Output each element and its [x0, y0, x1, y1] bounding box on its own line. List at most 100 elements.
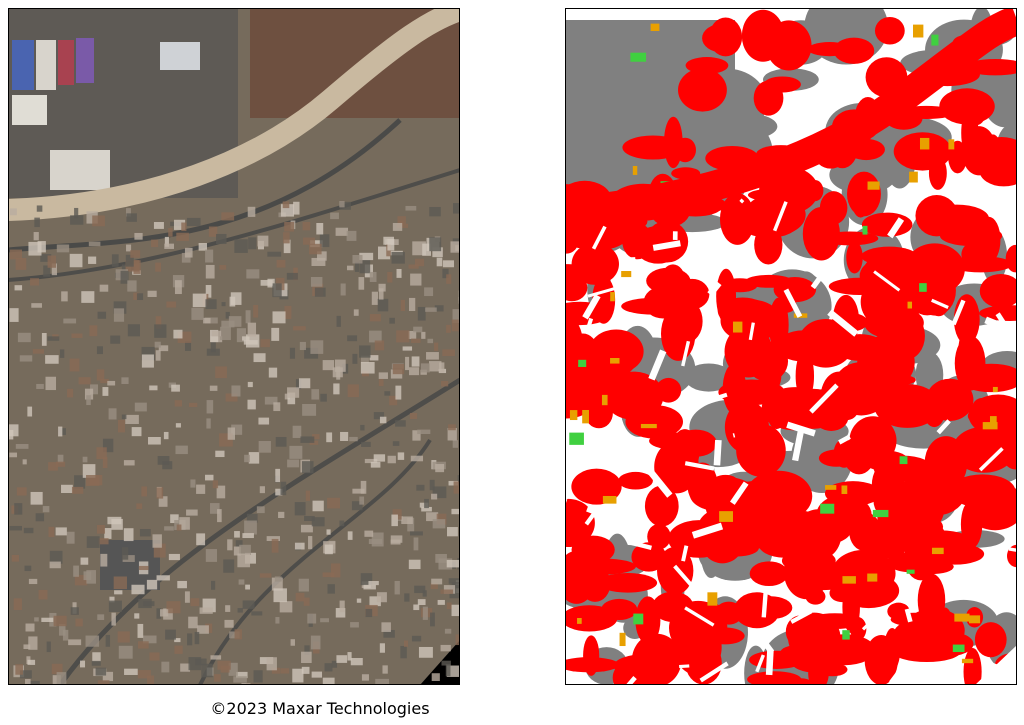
debris — [38, 589, 48, 600]
debris — [387, 271, 393, 283]
debris — [53, 615, 67, 627]
debris — [279, 601, 293, 613]
debris — [61, 291, 68, 302]
damaged-area — [705, 627, 745, 645]
debris — [28, 578, 38, 585]
debris — [211, 580, 216, 590]
partial-damage — [610, 357, 620, 364]
debris — [108, 408, 117, 420]
damaged-area — [915, 195, 958, 237]
debris — [123, 528, 134, 542]
debris — [113, 576, 127, 590]
street — [684, 606, 715, 627]
debris — [184, 247, 193, 258]
debris — [242, 336, 250, 341]
debris — [339, 520, 345, 527]
debris — [47, 255, 57, 268]
debris — [168, 227, 173, 237]
debris — [246, 683, 260, 685]
debris — [163, 431, 169, 440]
debris — [260, 279, 273, 286]
damaged-area — [568, 333, 598, 366]
street — [755, 654, 765, 673]
debris — [293, 201, 300, 215]
debris — [175, 445, 188, 455]
debris — [409, 412, 418, 420]
caption: ©2023 Maxar Technologies — [210, 699, 429, 718]
debris — [420, 363, 430, 373]
debris — [377, 298, 389, 312]
damaged-area — [906, 559, 954, 575]
debris — [364, 530, 374, 537]
debris — [81, 291, 95, 303]
debris — [141, 354, 154, 368]
debris — [86, 395, 91, 406]
partial-damage — [907, 301, 913, 309]
debris — [205, 474, 214, 481]
debris — [133, 260, 141, 274]
debris — [97, 680, 110, 685]
debris — [121, 264, 126, 272]
partial-damage — [906, 569, 915, 574]
debris — [126, 213, 137, 222]
debris — [245, 552, 256, 564]
damaged-area — [719, 193, 755, 245]
debris — [177, 580, 187, 589]
debris — [216, 233, 227, 245]
damaged-area — [747, 671, 802, 685]
street — [827, 309, 859, 337]
debris — [158, 345, 169, 352]
debris — [174, 645, 183, 654]
debris — [440, 644, 451, 652]
debris — [244, 520, 257, 535]
debris — [210, 503, 220, 514]
debris — [271, 667, 281, 674]
debris — [97, 614, 105, 620]
debris — [307, 613, 317, 624]
debris — [68, 639, 82, 646]
debris — [409, 367, 420, 376]
damaged-area — [649, 432, 695, 450]
debris — [446, 559, 460, 568]
debris — [215, 366, 227, 379]
debris — [408, 330, 417, 339]
debris — [45, 376, 57, 391]
debris — [446, 665, 460, 677]
debris — [63, 318, 77, 324]
debris — [251, 611, 263, 616]
debris — [75, 618, 83, 627]
debris — [451, 319, 459, 332]
debris — [339, 200, 345, 208]
street — [984, 316, 1008, 332]
debris — [42, 506, 50, 513]
debris — [334, 359, 346, 372]
debris — [108, 600, 122, 613]
debris — [304, 515, 315, 522]
debris — [455, 634, 460, 646]
street — [684, 461, 715, 471]
debris — [86, 211, 98, 224]
debris — [305, 490, 311, 501]
debris — [209, 385, 218, 391]
debris — [58, 426, 63, 437]
debris — [413, 537, 419, 551]
damaged-area — [961, 126, 997, 176]
debris — [408, 559, 421, 570]
debris — [205, 249, 214, 263]
partial-damage — [931, 547, 944, 555]
debris — [168, 553, 180, 561]
street — [786, 421, 816, 437]
debris — [382, 665, 388, 674]
street — [936, 419, 951, 435]
debris — [271, 327, 280, 341]
damaged-area — [963, 648, 982, 685]
debris — [404, 593, 410, 602]
street — [591, 225, 607, 250]
street — [587, 286, 616, 298]
debris — [15, 257, 27, 270]
debris — [23, 644, 31, 650]
damaged-area — [660, 306, 696, 361]
street — [783, 288, 803, 318]
debris — [247, 399, 256, 410]
debris — [92, 215, 105, 227]
